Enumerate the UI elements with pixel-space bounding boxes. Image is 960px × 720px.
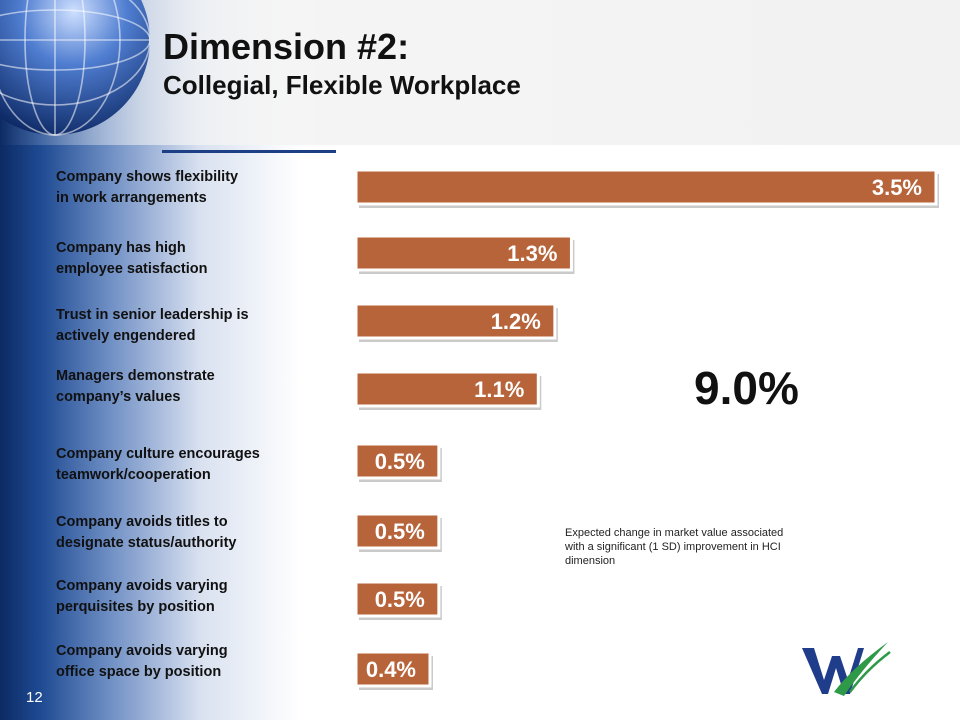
page-title: Dimension #2:	[163, 26, 410, 67]
category-label: Managers demonstrate company’s values	[56, 368, 215, 405]
category-label: Trust in senior leadership is actively e…	[56, 307, 249, 344]
chart-area	[336, 145, 960, 715]
page-subtitle: Collegial, Flexible Workplace	[163, 70, 521, 100]
total-value: 9.0%	[694, 362, 799, 414]
slide-number: 12	[26, 689, 43, 706]
company-logo-icon	[800, 638, 892, 698]
category-label: Company avoids titles to designate statu…	[56, 514, 237, 551]
category-label: Company culture encourages teamwork/coop…	[56, 446, 260, 483]
category-label: Company avoids varying office space by p…	[56, 643, 228, 680]
title-underline	[162, 150, 336, 153]
category-label: Company shows flexibility in work arrang…	[56, 169, 239, 206]
category-label: Company avoids varying perquisites by po…	[56, 578, 228, 615]
category-label: Company has high employee satisfaction	[56, 240, 208, 277]
globe-icon	[0, 0, 150, 136]
title-band	[0, 0, 960, 145]
chart-note: Expected change in market value associat…	[565, 527, 784, 567]
